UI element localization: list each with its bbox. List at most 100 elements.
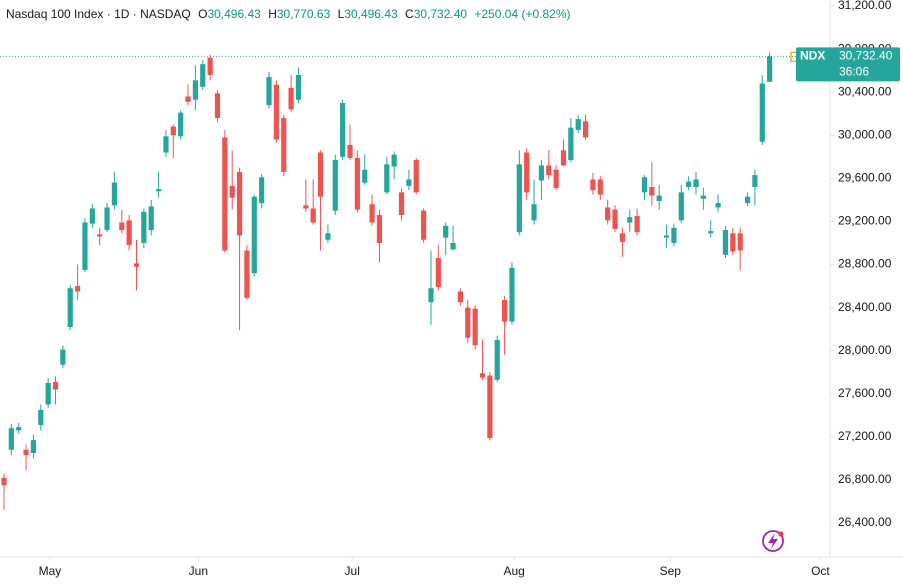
alert-icon[interactable] [762,530,784,552]
candle-body [104,207,110,231]
x-tick-label: Oct [811,564,830,578]
candle-body [582,121,589,138]
candle-body [538,165,545,181]
candle-body [229,185,235,198]
candle-body [317,152,324,197]
candle-body [133,263,140,267]
candle-body [406,179,412,186]
candle-body [663,235,670,238]
low-key: L [338,7,345,21]
y-tick-label: 28,400.00 [838,300,892,314]
candle-body [82,222,88,270]
y-tick-label: 27,600.00 [838,386,892,400]
price-tag-countdown: 36:06 [839,65,869,79]
candle-body [347,144,353,158]
candle-body [38,409,44,426]
candle-body [465,307,471,338]
candle-body [111,182,118,206]
icon-dot [778,531,784,537]
candle-body [244,250,250,298]
candle-body [531,204,537,221]
y-tick-label: 28,000.00 [838,343,892,357]
candle-body [421,210,427,240]
candle-body [354,157,360,210]
high-value: 30,770.63 [277,7,331,21]
candle-body [752,175,758,187]
candle-body [126,220,132,246]
y-tick-label: 29,200.00 [838,214,892,228]
candle-body [479,373,486,378]
candle-body [524,152,530,193]
candle-body [295,74,302,100]
candle-body [222,137,228,251]
candle-body [450,242,456,250]
candle-body [627,217,633,223]
low-value: 30,496.43 [344,7,398,21]
candle-body [605,207,611,221]
candle-body [398,192,405,215]
price-tag-bg [796,47,900,82]
candle-body [1,477,7,486]
candle-body [759,83,765,142]
candle-body [722,230,729,255]
candle-body [435,258,441,288]
candle-body [97,234,103,237]
x-tick-label: Sep [660,564,682,578]
candle-body [472,308,478,346]
candle-body [310,208,316,223]
candle-body [170,126,176,136]
open-key: O [198,7,207,21]
candle-body [214,93,221,119]
y-tick-label: 26,800.00 [838,472,892,486]
candle-body [413,160,419,193]
candle-body [649,186,655,196]
y-tick-label: 26,400.00 [838,515,892,529]
candle-body [45,382,51,405]
candle-body [546,165,552,176]
candle-body [391,154,397,167]
candle-body [428,288,434,303]
candle-body [148,206,154,231]
icon-bolt [768,533,778,549]
candle-body [236,171,243,236]
candle-body [715,203,721,208]
candle-body [163,136,169,153]
header: Nasdaq 100 Index · 1D · NASDAQ O30,496.4… [6,7,571,21]
x-tick-label: May [39,564,62,578]
price-tag-symbol: NDX [800,49,825,63]
candle-body [178,112,184,137]
candle-body [16,427,22,431]
candle-body [141,211,147,243]
candle-body [443,225,449,238]
candle-body [185,96,191,102]
candle-body [273,84,279,140]
candle-body [641,177,648,193]
candle-body [487,375,493,438]
candle-body [730,233,736,252]
x-tick-label: Aug [503,564,524,578]
y-tick-label: 27,200.00 [838,429,892,443]
candle-body [200,64,206,87]
y-tick-label: 31,200.00 [838,0,892,12]
candle-body [251,196,257,274]
candle-body [767,56,773,82]
candle-body [656,195,662,201]
change-value: +250.04 (+0.82%) [474,7,570,21]
candle-body [67,288,73,327]
candle-body [281,118,287,172]
candle-body [362,169,368,183]
candle-body [553,169,559,189]
candle-body [60,349,66,365]
x-tick-label: Jul [345,564,360,578]
candle-body [155,189,162,192]
candle-body [619,233,625,242]
candle-body [700,195,706,199]
candle-body [634,216,640,233]
candle-body [671,227,677,243]
candle-body [516,164,522,233]
candle-body [590,179,596,191]
candle-body [259,177,265,204]
candle-body [384,164,390,193]
price-tag-price: 30,732.40 [839,49,893,63]
candle-body [8,428,14,450]
